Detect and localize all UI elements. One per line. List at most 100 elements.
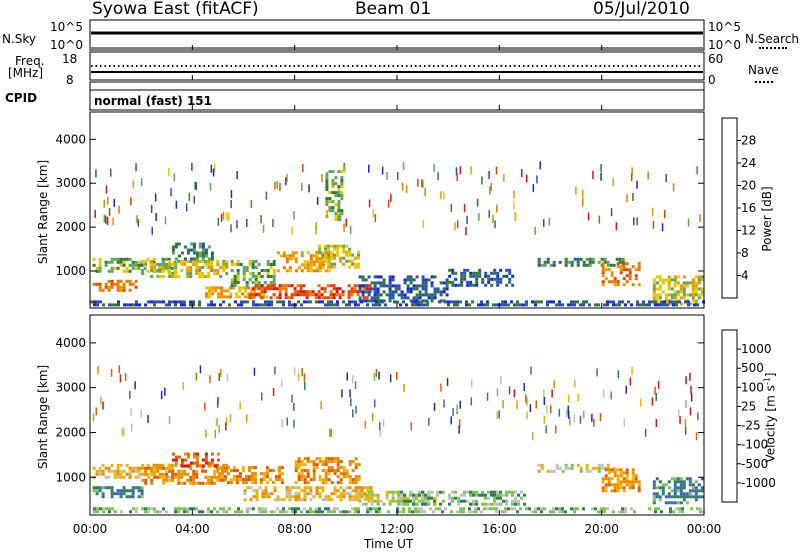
echo-cell [342,492,346,496]
echo-cell [409,290,413,294]
echo-cell [182,381,184,390]
echo-cell [366,486,370,490]
echo-cell [214,163,216,172]
echo-cell [568,410,570,419]
echo-cell [192,248,196,252]
echo-cell [318,244,322,248]
echo-cell [658,293,662,297]
echo-cell [285,260,289,264]
echo-cell [427,490,430,494]
echo-cell [694,284,698,288]
echo-cell [90,300,93,304]
x-tick-label: 00:00 [73,522,108,536]
echo-cell [501,303,504,307]
echo-cell [333,247,337,251]
echo-cell [300,489,304,493]
echo-cell [150,204,153,213]
echo-cell [618,303,621,307]
echo-cell [96,300,99,304]
echo-cell [116,257,120,261]
echo-cell [174,263,178,266]
echo-cell [122,260,126,264]
echo-cell [370,496,374,500]
echo-cell [340,212,344,216]
echo-cell [141,269,145,272]
echo-cell [661,290,665,294]
echo-cell [454,496,457,500]
echo-cell [345,244,349,248]
echo-cell [619,474,623,478]
echo-cell [496,388,499,397]
echo-cell [257,275,261,278]
echo-cell [119,475,123,479]
echo-cell [294,510,297,514]
echo-cell [276,498,280,502]
echo-cell [412,496,415,500]
echo-cell [186,269,190,272]
echo-cell [116,469,120,473]
echo-cell [155,466,159,470]
echo-cell [280,478,284,482]
echo-cell [162,263,166,266]
echo-cell [265,191,268,200]
echo-cell [312,469,316,473]
echo-cell [345,253,349,257]
echo-cell [609,263,613,267]
echo-cell [309,498,313,502]
echo-cell [483,507,486,511]
echo-cell [688,480,692,484]
echo-cell [472,499,475,503]
echo-cell [254,293,258,297]
echo-cell [123,303,126,307]
echo-cell [309,257,313,261]
echo-cell [330,262,334,266]
echo-cell [655,477,659,481]
echo-cell [321,174,323,183]
echo-cell [171,248,175,252]
echo-cell [325,179,329,183]
echo-cell [619,265,623,269]
echo-cell [499,493,502,497]
echo-cell [104,466,108,470]
echo-cell [675,300,678,304]
echo-cell [672,183,675,192]
echo-cell [284,287,288,291]
echo-cell [537,263,541,267]
echo-cell [247,469,251,473]
echo-cell [232,466,236,470]
echo-cell [128,475,132,479]
echo-cell [137,489,141,493]
echo-cell [237,507,240,511]
echo-cell [459,510,462,514]
echo-cell [191,162,193,171]
echo-cell [162,466,166,470]
echo-cell [420,303,423,307]
echo-cell [475,499,478,503]
echo-cell [168,469,172,473]
echo-cell [232,286,236,290]
echo-cell [331,170,335,174]
echo-cell [119,263,123,267]
echo-cell [696,166,698,175]
echo-cell [495,510,498,514]
echo-cell [354,300,357,304]
echo-cell [652,296,656,300]
echo-cell [220,213,223,222]
echo-cell [551,389,553,398]
date-title: 05/Jul/2010 [593,0,690,19]
echo-cell [534,226,536,235]
echo-cell [357,262,361,266]
echo-cell [159,510,162,514]
echo-cell [376,281,380,285]
echo-cell [370,499,374,503]
echo-cell [174,455,178,459]
echo-cell [369,510,372,514]
echo-cell [195,455,199,459]
echo-cell [314,293,318,297]
echo-cell [435,507,438,511]
echo-cell [348,300,351,304]
echo-cell [617,370,620,379]
echo-cell [399,303,402,307]
echo-cell [337,170,341,174]
echo-cell [222,263,226,266]
